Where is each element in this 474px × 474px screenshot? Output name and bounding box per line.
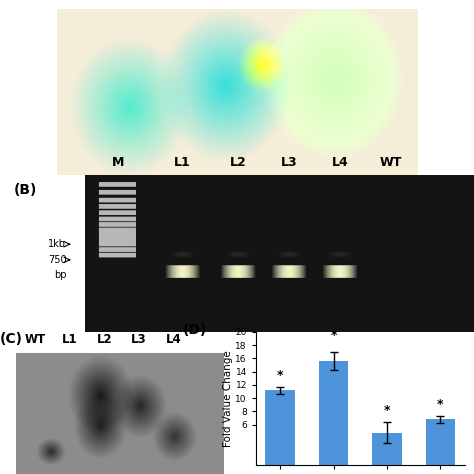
Text: (D): (D) [183, 322, 207, 337]
Text: bp: bp [54, 271, 66, 281]
Text: L2: L2 [229, 156, 246, 169]
Text: L4: L4 [165, 333, 182, 346]
Text: L2: L2 [97, 333, 112, 346]
Bar [426, 419, 455, 465]
Text: *: * [277, 369, 283, 382]
Text: L3: L3 [131, 333, 147, 346]
Text: WT: WT [380, 156, 402, 169]
Y-axis label: Fold Value Change: Fold Value Change [223, 350, 233, 447]
Text: *: * [330, 329, 337, 342]
Bar [372, 433, 401, 465]
Text: (B): (B) [14, 183, 37, 197]
Text: M: M [111, 156, 124, 169]
Bar [319, 361, 348, 465]
Text: L3: L3 [281, 156, 297, 169]
Text: (C): (C) [0, 332, 23, 346]
Text: *: * [383, 404, 390, 417]
Text: L1: L1 [174, 156, 191, 169]
Text: L4: L4 [331, 156, 348, 169]
Text: L1: L1 [62, 333, 78, 346]
Text: 1kb: 1kb [48, 239, 66, 249]
Bar [265, 390, 295, 465]
Text: WT: WT [25, 333, 46, 346]
Text: 750: 750 [48, 255, 66, 265]
Text: *: * [437, 398, 444, 411]
